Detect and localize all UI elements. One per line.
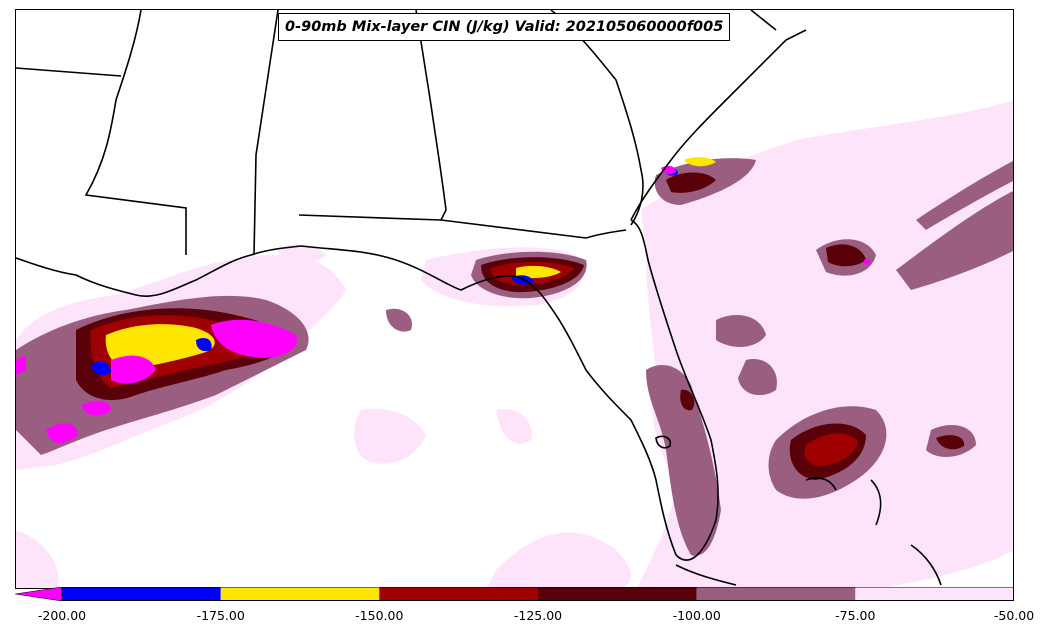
colorbar-bin-3: [379, 587, 538, 601]
red-east-storm: [804, 433, 858, 466]
colorbar-under-triangle: [15, 587, 63, 601]
coast-mississippi-alabama: [250, 245, 302, 256]
state-border-alabama-georgia: [415, 10, 447, 221]
map-panel: [15, 9, 1014, 589]
state-border-sc-nc: [750, 10, 777, 31]
geographic-boundaries: [16, 10, 942, 586]
colorbar-tick-label-4: -125.00: [513, 608, 563, 623]
colorbar-tick-label-7: -50.00: [993, 608, 1035, 623]
state-border-texas-louisiana: [16, 67, 122, 77]
mauve-ne-band-2: [916, 161, 1013, 230]
colorbar-bin-2: [220, 587, 380, 601]
coast-keys: [675, 564, 737, 586]
state-border-mississippi-alabama: [253, 10, 279, 256]
colorbar-tick-label-3: -150.00: [355, 608, 404, 623]
colorbar-tick-label-1: -200.00: [37, 608, 87, 623]
colorbar-tick-label-6: -75.00: [835, 608, 876, 623]
colorbar-tick-label-2: -175.00: [196, 608, 245, 623]
light-field-gulf-south: [487, 532, 631, 588]
light-field-cluster: [354, 408, 426, 464]
state-border-georgia-florida: [585, 229, 627, 239]
light-field-nw: [276, 244, 326, 262]
coast-bahamas: [805, 477, 942, 586]
coast-florida-panhandle: [300, 245, 677, 556]
colorbar: [15, 587, 1014, 601]
colorbar-outline: [61, 587, 1014, 601]
magenta-gulf-west-2: [111, 355, 156, 384]
coast-florida-atlantic: [630, 219, 719, 561]
magenta-gulf-west-4: [81, 400, 111, 416]
coast-louisiana: [16, 254, 252, 297]
light-field-east-gulf: [496, 409, 532, 444]
colorbar-bin-5: [696, 587, 856, 601]
map-title: 0-90mb Mix-layer CIN (J/kg) Valid: 20210…: [278, 13, 731, 41]
lake-okeechobee: [655, 435, 672, 449]
colorbar-bin-4: [538, 587, 697, 601]
cin-map: [16, 10, 1013, 588]
cin-field-yellow: [105, 157, 716, 370]
magenta-gulf-west-3: [46, 423, 78, 444]
blue-gulf-west: [91, 338, 212, 376]
yellow-georgia: [684, 157, 716, 167]
state-border-georgia-sc: [550, 10, 644, 226]
coast-georgia-sc: [630, 29, 807, 221]
light-field-sw-corner: [16, 530, 59, 588]
state-border-louisiana-mississippi: [84, 10, 187, 255]
state-border-florida-north: [298, 214, 587, 239]
mauve-ne-band: [896, 191, 1013, 290]
mauve-cells: [386, 239, 976, 457]
mauve-florida-coast: [646, 365, 721, 556]
yellow-panhandle: [516, 265, 561, 279]
colorbar-bin-1: [62, 587, 221, 601]
colorbar-tick-label-5: -100.00: [672, 608, 721, 623]
magenta-gulf-west-1: [211, 319, 297, 358]
colorbar-bin-6: [855, 587, 1014, 601]
cin-field-magenta: [16, 165, 871, 444]
